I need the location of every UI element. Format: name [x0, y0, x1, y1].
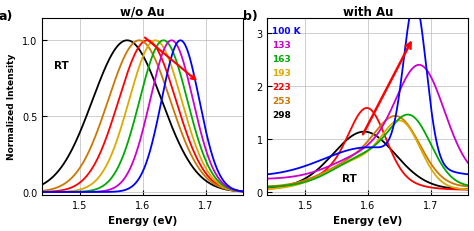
Text: 100 K: 100 K [272, 26, 301, 35]
Text: 133: 133 [272, 40, 291, 49]
Text: 223: 223 [272, 82, 291, 91]
Y-axis label: Normalized Intensity: Normalized Intensity [8, 54, 17, 160]
Text: 253: 253 [272, 96, 291, 105]
X-axis label: Energy (eV): Energy (eV) [333, 216, 402, 225]
Title: with Au: with Au [343, 6, 393, 18]
Text: RT: RT [342, 173, 356, 183]
Text: 298: 298 [272, 110, 291, 119]
Text: 163: 163 [272, 54, 291, 63]
Text: b): b) [243, 10, 258, 23]
Text: 193: 193 [272, 68, 291, 77]
Text: RT: RT [54, 60, 68, 70]
X-axis label: Energy (eV): Energy (eV) [108, 216, 177, 225]
Text: a): a) [0, 10, 12, 23]
Title: w/o Au: w/o Au [120, 6, 165, 18]
